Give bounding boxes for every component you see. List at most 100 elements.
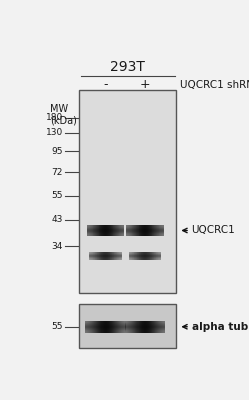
Bar — [98, 252, 99, 260]
Bar — [142, 225, 143, 236]
Bar — [132, 320, 133, 333]
Bar — [108, 320, 109, 333]
Text: 55: 55 — [51, 191, 63, 200]
Bar — [147, 252, 148, 260]
Bar — [149, 252, 150, 260]
Bar — [160, 252, 161, 260]
Bar — [85, 320, 86, 333]
Bar — [97, 225, 98, 236]
Bar — [93, 252, 94, 260]
Bar — [134, 320, 135, 333]
Bar — [157, 252, 158, 260]
Bar — [135, 225, 136, 236]
Bar — [125, 326, 165, 327]
Bar — [90, 252, 91, 260]
Bar — [156, 225, 157, 236]
Bar — [99, 252, 100, 260]
Bar — [153, 252, 154, 260]
Bar — [155, 225, 156, 236]
Bar — [158, 320, 159, 333]
Bar — [107, 252, 108, 260]
Bar — [105, 225, 106, 236]
Bar — [103, 225, 104, 236]
Bar — [112, 320, 113, 333]
Bar — [139, 225, 140, 236]
Bar — [139, 252, 140, 260]
Bar — [162, 225, 163, 236]
Bar — [146, 225, 147, 236]
Bar — [85, 324, 126, 325]
Bar — [95, 320, 96, 333]
Bar — [138, 225, 139, 236]
Text: UQCRC1 shRNA: UQCRC1 shRNA — [180, 80, 249, 90]
Bar — [87, 225, 88, 236]
Bar — [85, 326, 126, 327]
Bar — [119, 252, 120, 260]
Bar — [147, 225, 148, 236]
Bar — [152, 225, 153, 236]
Bar — [125, 322, 165, 323]
Bar — [142, 320, 143, 333]
Bar — [149, 225, 150, 236]
Bar — [112, 252, 113, 260]
Bar — [116, 320, 117, 333]
Bar — [85, 323, 126, 324]
Bar — [158, 225, 159, 236]
Bar — [109, 252, 110, 260]
Bar — [153, 320, 154, 333]
Text: +: + — [140, 78, 150, 92]
Bar — [111, 225, 112, 236]
Bar — [154, 252, 155, 260]
Bar — [96, 320, 97, 333]
Bar — [94, 252, 95, 260]
Bar — [114, 225, 115, 236]
Bar — [107, 320, 108, 333]
Bar — [136, 320, 137, 333]
Bar — [88, 225, 89, 236]
Bar — [125, 321, 165, 322]
Bar — [125, 327, 165, 328]
Bar — [154, 225, 155, 236]
Bar — [118, 225, 119, 236]
Text: MW
(kDa): MW (kDa) — [50, 104, 77, 126]
Bar — [85, 325, 126, 326]
Bar — [143, 252, 144, 260]
Bar — [141, 252, 142, 260]
Bar — [114, 252, 115, 260]
Bar — [96, 252, 97, 260]
Bar — [125, 330, 165, 331]
Bar — [125, 323, 165, 324]
Bar — [109, 225, 110, 236]
Bar — [113, 320, 114, 333]
Bar — [101, 320, 102, 333]
Bar — [88, 320, 89, 333]
Bar — [103, 252, 104, 260]
Bar — [89, 320, 90, 333]
Bar — [150, 225, 151, 236]
Bar — [141, 320, 142, 333]
Bar — [127, 225, 128, 236]
Bar — [101, 225, 102, 236]
Bar — [89, 225, 90, 236]
Bar — [107, 225, 108, 236]
Bar — [128, 225, 129, 236]
Bar — [105, 252, 106, 260]
Bar — [120, 225, 121, 236]
Bar — [85, 331, 126, 332]
Bar — [119, 320, 120, 333]
Bar — [114, 320, 115, 333]
Text: 130: 130 — [46, 128, 63, 137]
Bar — [135, 252, 136, 260]
Text: 293T: 293T — [110, 60, 145, 74]
Bar — [142, 252, 143, 260]
Bar — [106, 252, 107, 260]
Bar — [102, 225, 103, 236]
Bar — [146, 320, 147, 333]
Bar — [150, 252, 151, 260]
Bar — [155, 320, 156, 333]
Bar — [116, 225, 117, 236]
Bar — [132, 225, 133, 236]
Bar — [102, 252, 103, 260]
Bar — [140, 320, 141, 333]
Bar — [151, 225, 152, 236]
